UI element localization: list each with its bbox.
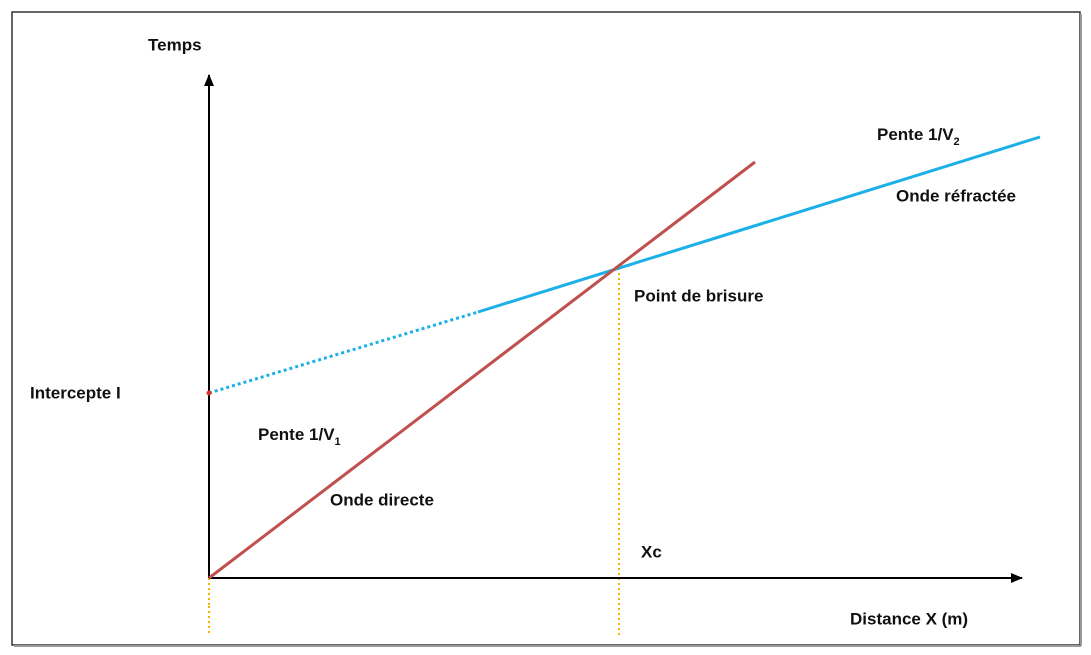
refracted-extension	[208, 310, 479, 395]
slope-subscript: 2	[954, 136, 960, 148]
frame	[11, 11, 1081, 646]
intercept-label: Intercepte I	[30, 383, 121, 402]
break-point-label: Point de brisure	[634, 286, 763, 305]
slope-text: Pente 1/V	[877, 125, 954, 144]
slope-label: Pente 1/V2	[877, 125, 960, 147]
refracted-line	[477, 135, 1041, 314]
y-axis-label: Temps	[148, 35, 202, 54]
wave-label: Onde directe	[330, 490, 434, 509]
x-axis-label: Distance X (m)	[850, 609, 968, 628]
slope-subscript: 1	[335, 436, 341, 448]
slope-label: Pente 1/V1	[258, 425, 341, 447]
wave-label: Onde réfractée	[896, 186, 1016, 205]
direct-line	[208, 160, 756, 580]
intercept-point	[206, 390, 212, 396]
crossover-label: Xc	[641, 542, 662, 561]
slope-text: Pente 1/V	[258, 425, 335, 444]
